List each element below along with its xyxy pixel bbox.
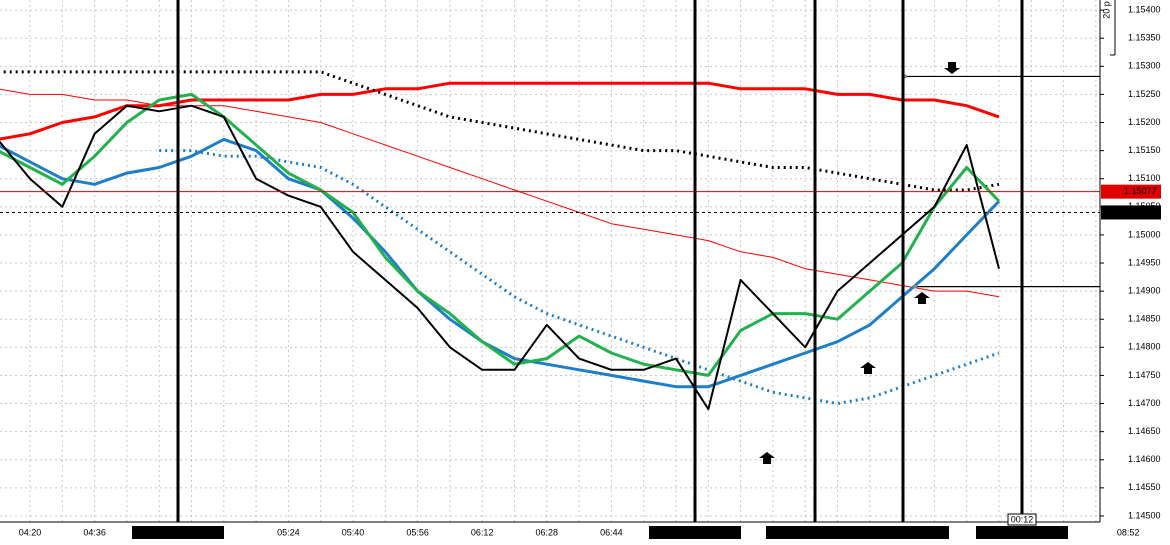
series-line [0,70,1000,192]
arrow-up [914,292,930,304]
price-label: 1.15040 [1124,207,1157,217]
price-label: 1.15077 [1124,186,1157,196]
event-label-box [976,526,1068,539]
y-tick-label: 1.15100 [1128,173,1161,183]
y-tick-label: 1.14900 [1128,286,1161,296]
event-label: 26/08/2015 05:00 [143,527,213,537]
price-axis [1100,0,1170,545]
y-tick-label: 1.15400 [1128,4,1161,14]
trend-anchor [913,284,917,289]
arrow-up [860,362,876,374]
y-tick-label: 1.15150 [1128,145,1161,155]
y-tick-label: 1.14550 [1128,482,1161,492]
y-tick-label: 1.14650 [1128,426,1161,436]
x-tick-label: 06:44 [600,527,623,537]
event-label: 26/08/2015 08:31 [987,527,1057,537]
event-label-box [649,526,741,539]
arrow-up [759,452,775,464]
y-tick-label: 1.14600 [1128,454,1161,464]
series-line [0,137,1001,389]
x-tick-label: 06:12 [471,527,494,537]
y-tick-label: 1.15250 [1128,89,1161,99]
event-label-box [132,526,224,539]
y-tick-label: 1.14500 [1128,510,1161,520]
arrow-down [944,62,960,74]
countdown: 00:12 [1011,514,1034,524]
x-tick-label: 05:56 [406,527,429,537]
y-tick-label: 1.14700 [1128,398,1161,408]
y-tick-label: 1.14800 [1128,342,1161,352]
series-line [0,81,1000,141]
event-label: 26/08/2015 07:09 [660,527,730,537]
x-tick-label: 06:28 [536,527,559,537]
countdown-box [1007,513,1037,526]
series-line [0,104,1000,411]
y-tick-label: 1.15350 [1128,33,1161,43]
x-tick-label: 05:24 [277,527,300,537]
y-tick-label: 1.14950 [1128,257,1161,267]
series-line [0,88,1000,298]
price-label-box [1101,205,1161,220]
event-label-box [857,526,949,539]
x-tick-label: 04:36 [83,527,106,537]
arrows [759,62,960,464]
y-tick-label: 1.14750 [1128,370,1161,380]
series-line [0,92,1001,377]
event-label: 26/08/2015 08:01 [868,527,938,537]
event-label: 26/08/2015 07:39 [777,527,847,537]
y-tick-label: 1.15300 [1128,61,1161,71]
overlay [0,0,1100,522]
scale-note: 20 p [1101,1,1111,19]
x-tick-label: 04:20 [19,527,42,537]
y-tick-label: 1.14850 [1128,314,1161,324]
price-label-box [1101,184,1161,199]
y-tick-label: 1.15200 [1128,117,1161,127]
y-tick-label: 1.15000 [1128,229,1161,239]
plot [0,70,1001,411]
event-label-box [766,526,858,539]
x-tick-label: 08:52 [1117,527,1140,537]
x-tick-label: 05:40 [342,527,365,537]
